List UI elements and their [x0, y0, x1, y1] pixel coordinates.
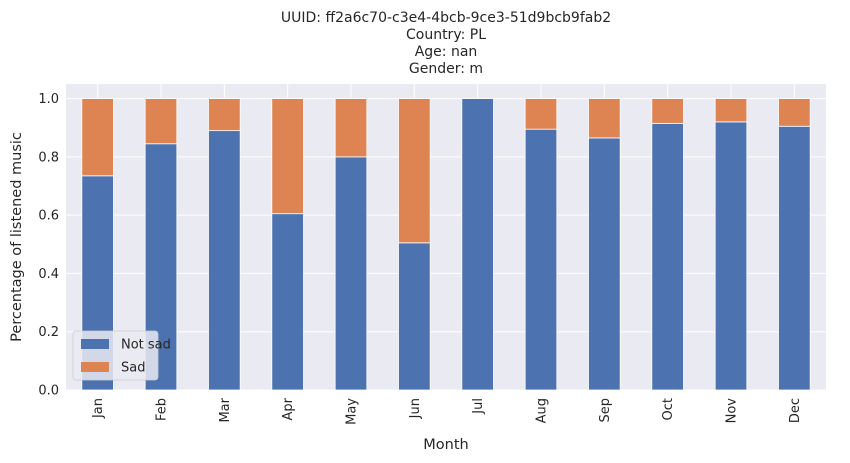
legend-swatch-sad	[81, 362, 109, 372]
bar-not-sad-nov	[714, 121, 748, 391]
x-tick-label: Aug	[535, 398, 550, 423]
y-axis-label: Percentage of listened music	[9, 132, 25, 342]
bar-not-sad-apr	[271, 213, 304, 391]
x-tick-label: Jun	[408, 398, 423, 419]
bar-not-sad-mar	[208, 130, 241, 391]
title-line-uuid: UUID: ff2a6c70-c3e4-4bcb-9ce3-51d9bcb9fa…	[281, 10, 611, 26]
bar-not-sad-sep	[588, 137, 621, 391]
bar-sad-aug	[524, 98, 558, 130]
bar-not-sad-jul	[461, 98, 494, 391]
x-tick-label: Feb	[155, 398, 170, 421]
bars	[81, 98, 811, 391]
x-tick-label: May	[345, 398, 360, 425]
bar-sad-jun	[398, 98, 431, 244]
x-tick-label: Nov	[725, 398, 740, 424]
x-tick-label: Sep	[598, 398, 613, 423]
bar-not-sad-jun	[398, 242, 431, 391]
y-tick-label: 1.0	[38, 92, 59, 107]
title-line-age: Age: nan	[415, 44, 478, 60]
bar-sad-sep	[588, 98, 621, 139]
plot-area	[66, 84, 826, 390]
bar-not-sad-aug	[524, 128, 558, 391]
legend: Not sad Sad	[72, 330, 171, 381]
legend-swatch-not-sad	[81, 339, 109, 349]
x-axis-label: Month	[423, 437, 468, 453]
x-tick-label: Dec	[788, 398, 803, 423]
bar-sad-mar	[208, 98, 241, 132]
y-tick-label: 0.8	[38, 150, 59, 165]
bar-not-sad-may	[334, 156, 368, 391]
x-tick-label: Mar	[218, 397, 233, 422]
chart-title: UUID: ff2a6c70-c3e4-4bcb-9ce3-51d9bcb9fa…	[281, 10, 611, 77]
bar-sad-oct	[651, 98, 684, 124]
bar-sad-apr	[271, 98, 304, 215]
bar-sad-feb	[144, 98, 178, 145]
legend-label-not-sad: Not sad	[121, 338, 171, 353]
x-tick-label: Jul	[471, 398, 486, 415]
x-tick-label: Oct	[661, 398, 676, 420]
bar-sad-may	[334, 98, 368, 158]
bar-not-sad-oct	[651, 122, 684, 391]
title-line-country: Country: PL	[406, 27, 486, 43]
bar-not-sad-dec	[778, 125, 811, 391]
bar-sad-jan	[81, 98, 114, 177]
bar-sad-nov	[714, 98, 748, 123]
y-tick-label: 0.4	[38, 267, 59, 282]
bar-sad-dec	[778, 98, 811, 127]
x-tick-label: Jan	[91, 398, 106, 419]
y-tick-label: 0.2	[38, 325, 59, 340]
legend-label-sad: Sad	[121, 361, 145, 376]
y-tick-label: 0.0	[38, 384, 59, 399]
y-tick-label: 0.6	[38, 209, 59, 224]
x-tick-label: Apr	[281, 397, 296, 420]
title-line-gender: Gender: m	[409, 61, 483, 77]
y-tick-labels: 0.0 0.2 0.4 0.6 0.8 1.0	[38, 92, 59, 398]
x-tick-labels: Jan Feb Mar Apr May Jun Jul Aug Sep Oct Nov Dec	[91, 397, 803, 425]
